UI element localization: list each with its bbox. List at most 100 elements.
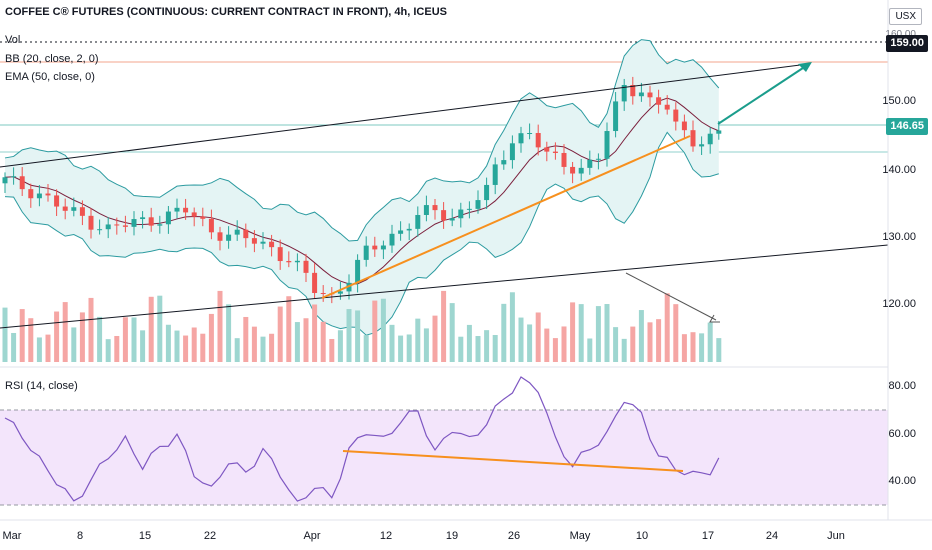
- volume-bar: [681, 334, 687, 362]
- volume-bar: [638, 310, 644, 362]
- volume-decline-arrow[interactable]: [625, 272, 717, 321]
- lower-channel-line[interactable]: [0, 244, 889, 329]
- time-tick-jun: Jun: [827, 530, 845, 542]
- candle-body: [656, 97, 662, 105]
- volume-bar: [604, 304, 610, 362]
- volume-bar: [673, 304, 679, 362]
- candle-body: [11, 176, 17, 178]
- rsi-tick-60: 60.00: [888, 428, 916, 440]
- volume-bar: [200, 333, 206, 362]
- candle-body: [260, 241, 266, 244]
- candlesticks: [2, 76, 722, 304]
- time-tick-17: 17: [701, 530, 715, 542]
- indicator-bb[interactable]: BB (20, close, 2, 0): [5, 53, 99, 65]
- candle-body: [535, 133, 541, 148]
- time-tick-15: 15: [138, 530, 152, 542]
- volume-bar: [191, 327, 197, 362]
- candle-body: [208, 218, 214, 233]
- volume-bar: [587, 338, 593, 362]
- volume-bar: [294, 322, 300, 362]
- candle-body: [131, 219, 137, 227]
- candle-body: [613, 101, 619, 132]
- volume-bar: [355, 310, 361, 362]
- price-tick-130: 130.00: [882, 231, 916, 243]
- candle-body: [286, 261, 292, 263]
- volume-bar: [88, 297, 94, 362]
- candle-body: [578, 167, 584, 174]
- candle-body: [681, 121, 687, 131]
- volume-bar: [277, 306, 283, 362]
- candle-body: [122, 225, 128, 227]
- indicator-vol[interactable]: Vol: [5, 34, 21, 46]
- candle-body: [19, 176, 25, 190]
- price-pane[interactable]: [0, 39, 889, 362]
- time-tick-22: 22: [203, 530, 217, 542]
- volume-bar: [131, 317, 137, 362]
- volume-bar: [509, 292, 515, 362]
- candle-body: [647, 92, 653, 98]
- time-tick-mar: Mar: [2, 530, 22, 542]
- candle-body: [337, 291, 343, 294]
- volume-bar: [19, 309, 25, 362]
- volume-bar: [329, 338, 335, 362]
- volume-bar: [54, 311, 60, 362]
- target-arrow[interactable]: [717, 65, 807, 125]
- candle-body: [105, 224, 111, 230]
- volume-bar: [269, 333, 275, 362]
- candle-body: [355, 259, 361, 283]
- candle-body: [45, 193, 51, 196]
- rsi-divergence-line[interactable]: [342, 450, 684, 472]
- candle-body: [234, 229, 240, 235]
- price-support-trendline[interactable]: [321, 135, 691, 299]
- volume-bar: [105, 339, 111, 362]
- volume-bar: [432, 315, 438, 362]
- candle-body: [518, 133, 524, 144]
- volume-bar: [122, 317, 128, 362]
- rsi-line: [4, 376, 720, 502]
- volume-bar: [45, 334, 51, 362]
- candle-body: [630, 85, 636, 97]
- volume-bar: [286, 296, 292, 362]
- volume-bar: [518, 317, 524, 362]
- volume-bar: [165, 324, 171, 362]
- volume-bar: [157, 295, 163, 362]
- volume-bar: [234, 338, 240, 362]
- volume-bar: [312, 304, 318, 362]
- candle-body: [690, 130, 696, 147]
- volume-bar: [183, 335, 189, 362]
- candle-body: [466, 208, 472, 210]
- volume-bar: [621, 338, 627, 362]
- volume-bar: [484, 330, 490, 362]
- candle-body: [28, 189, 34, 199]
- candle-body: [570, 166, 576, 174]
- bb-upper: [4, 39, 720, 242]
- volume-bar: [303, 318, 309, 362]
- volume-bar: [647, 322, 653, 362]
- rsi-pane[interactable]: [0, 376, 888, 506]
- candle-body: [372, 245, 378, 250]
- volume-bar: [260, 336, 266, 362]
- candle-body: [88, 215, 94, 230]
- volume-bar: [217, 290, 223, 362]
- currency-selector[interactable]: USX: [889, 8, 922, 25]
- volume-bar: [114, 335, 120, 362]
- indicator-ema[interactable]: EMA (50, close, 0): [5, 71, 95, 83]
- price-tick-140: 140.00: [882, 164, 916, 176]
- candle-body: [552, 151, 558, 153]
- candle-body: [423, 205, 429, 215]
- upper-channel-line[interactable]: [0, 63, 809, 168]
- volume-bar: [466, 324, 472, 362]
- candle-body: [501, 160, 507, 165]
- time-tick-8: 8: [76, 530, 84, 542]
- price-tick-120: 120.00: [882, 298, 916, 310]
- candle-body: [269, 241, 275, 248]
- indicator-rsi[interactable]: RSI (14, close): [5, 380, 78, 392]
- volume-bars: [2, 290, 722, 362]
- rsi-tick-80: 80.00: [888, 380, 916, 392]
- candle-body: [664, 104, 670, 110]
- symbol-title[interactable]: COFFEE C® FUTURES (CONTINUOUS: CURRENT C…: [5, 6, 447, 18]
- candle-body: [320, 292, 326, 294]
- volume-bar: [527, 324, 533, 362]
- volume-bar: [552, 338, 558, 362]
